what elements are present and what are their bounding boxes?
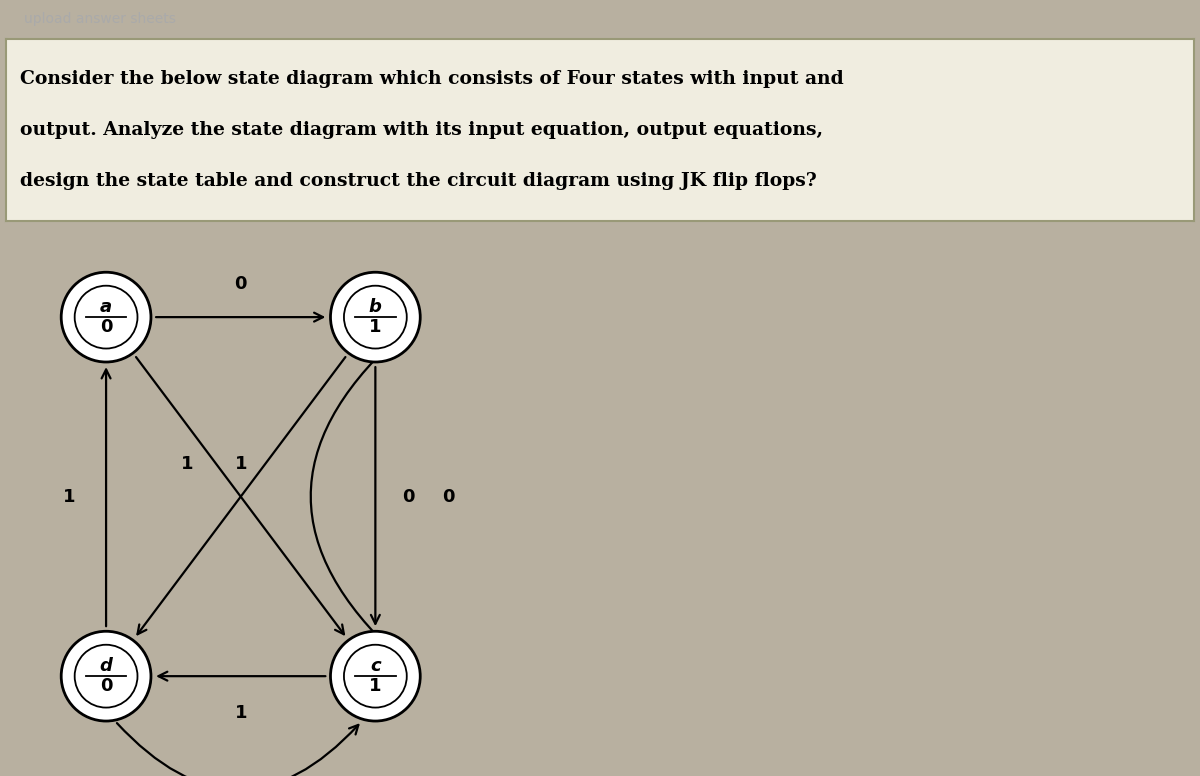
Text: b: b (368, 298, 382, 317)
Text: 1: 1 (64, 487, 76, 506)
Circle shape (61, 272, 151, 362)
Text: 1: 1 (370, 677, 382, 695)
Text: design the state table and construct the circuit diagram using JK flip flops?: design the state table and construct the… (20, 172, 817, 190)
Text: output. Analyze the state diagram with its input equation, output equations,: output. Analyze the state diagram with i… (20, 121, 823, 139)
Circle shape (61, 632, 151, 721)
Text: 0: 0 (402, 487, 414, 506)
Circle shape (330, 272, 420, 362)
Text: 1: 1 (234, 455, 247, 473)
Text: 1: 1 (370, 318, 382, 336)
Text: 0: 0 (234, 275, 247, 293)
Text: 1: 1 (181, 455, 194, 473)
Circle shape (330, 632, 420, 721)
Text: Consider the below state diagram which consists of Four states with input and: Consider the below state diagram which c… (20, 70, 844, 88)
Text: 0: 0 (443, 487, 455, 506)
Text: a: a (100, 298, 112, 317)
Text: upload answer sheets: upload answer sheets (24, 12, 176, 26)
Text: c: c (370, 657, 380, 675)
Text: 0: 0 (100, 677, 113, 695)
Text: 1: 1 (234, 704, 247, 722)
Text: d: d (100, 657, 113, 675)
Text: 0: 0 (100, 318, 113, 336)
